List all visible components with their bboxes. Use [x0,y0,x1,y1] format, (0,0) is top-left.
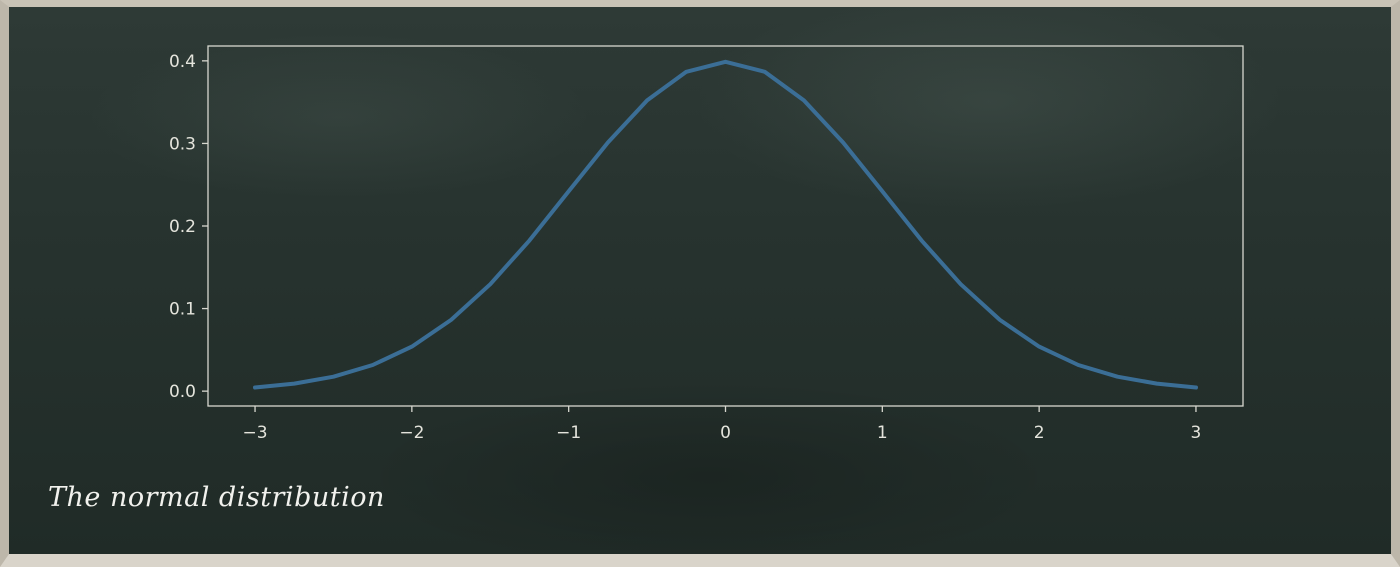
plot-frame [207,45,1244,407]
y-tick-label: 0.4 [169,52,196,72]
x-tick-label: −1 [556,423,581,443]
x-tick-label: 0 [720,423,731,443]
y-tick-label: 0.3 [169,134,196,154]
x-tick-label: −3 [243,423,268,443]
y-tick-label: 0.0 [169,382,196,402]
y-tick-label: 0.1 [169,300,196,320]
chart-caption: The normal distribution [48,482,385,513]
x-tick-label: −2 [399,423,424,443]
x-tick-label: 1 [877,423,888,443]
x-tick-label: 2 [1034,423,1045,443]
y-tick-label: 0.2 [169,217,196,237]
x-tick-label: 3 [1191,423,1202,443]
normal-curve-line [253,59,1198,390]
